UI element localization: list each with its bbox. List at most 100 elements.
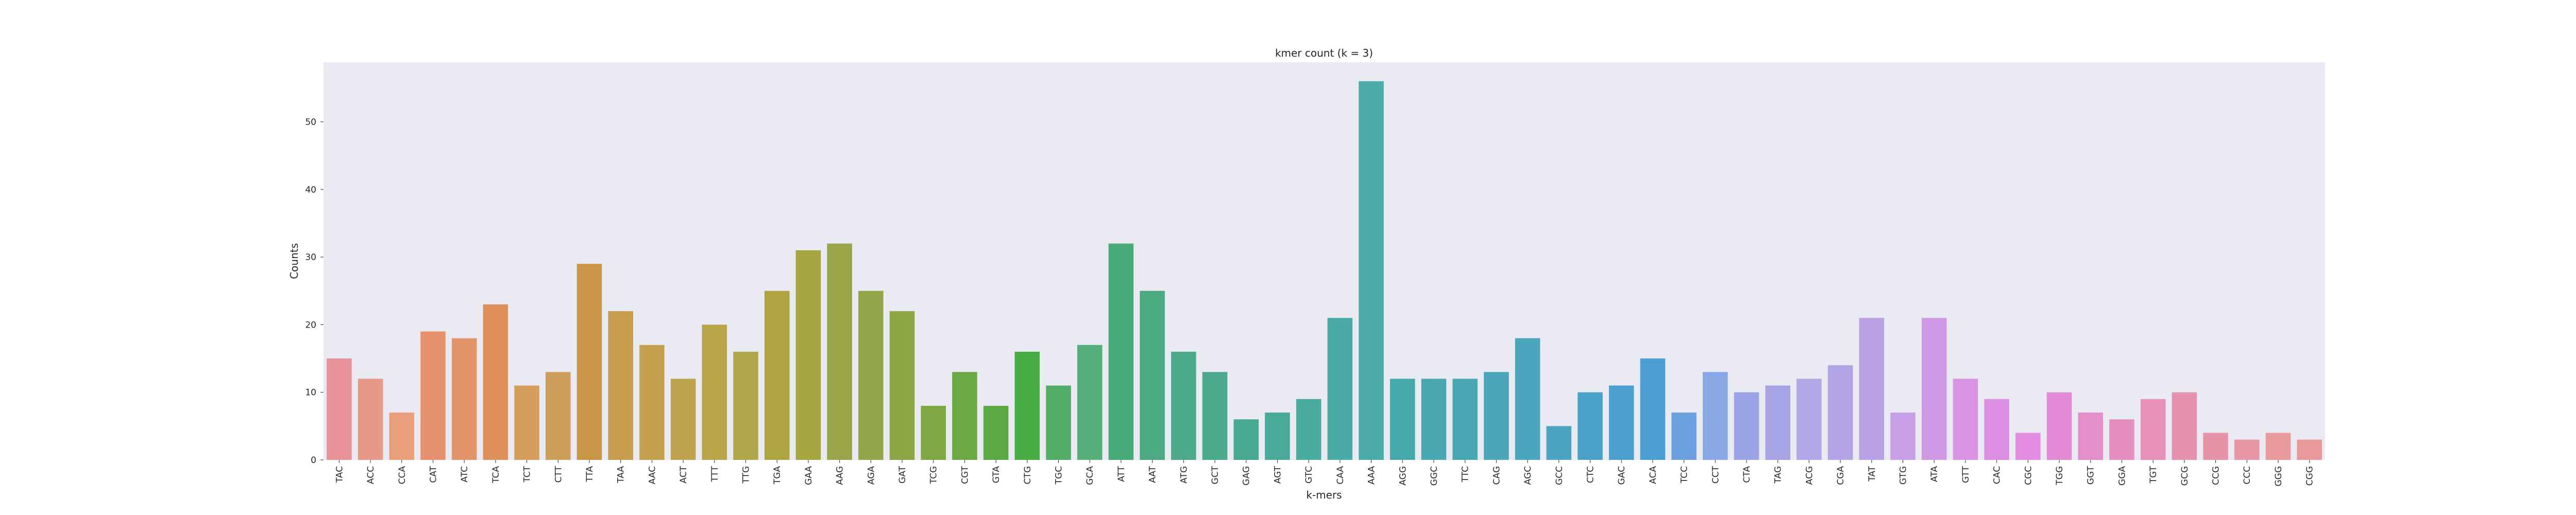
x-tick-label: GCC	[1554, 466, 1565, 485]
bar-taa	[608, 311, 633, 460]
x-tick-label: GTA	[991, 466, 1002, 484]
bar-cgt	[952, 372, 977, 460]
x-tick-label: TAT	[1867, 466, 1877, 482]
x-tick-label: GCA	[1085, 466, 1095, 485]
bar-cta	[1734, 392, 1759, 460]
y-tick-label: 0	[311, 455, 316, 466]
bar-cgc	[2015, 433, 2041, 460]
bar-att	[1108, 243, 1134, 460]
x-tick-label: GGA	[2117, 466, 2127, 486]
x-tick-label: GGT	[2086, 466, 2096, 485]
bar-agt	[1265, 413, 1290, 460]
bar-ccg	[2203, 433, 2228, 460]
bar-aac	[639, 345, 665, 460]
x-tick-label: TCT	[522, 466, 533, 483]
x-tick-label: ACT	[679, 466, 689, 483]
x-tick-label: AAT	[1148, 466, 1158, 483]
bar-acg	[1797, 379, 1822, 460]
bar-tgc	[1046, 385, 1071, 460]
x-tick-label: GTG	[1899, 466, 1909, 485]
x-tick-label: CGT	[960, 466, 970, 484]
x-axis-ticks: TAC ACC CCA CAT ATC TCA TCT CTT TTA TAA AAC ACT TTT T…	[334, 460, 2315, 487]
x-tick-label: TCA	[491, 466, 501, 484]
x-tick-label: GCT	[1210, 466, 1221, 484]
x-tick-label: GAA	[804, 466, 814, 485]
x-tick-label: ATT	[1116, 466, 1127, 482]
bar-gga	[2109, 419, 2134, 460]
bar-tat	[1859, 318, 1885, 460]
x-tick-label: TCG	[929, 466, 939, 484]
x-tick-label: CAT	[428, 466, 438, 483]
x-tick-label: AAG	[835, 466, 845, 485]
x-tick-label: CCT	[1710, 466, 1721, 484]
y-tick-label: 40	[305, 185, 316, 195]
x-tick-label: TAA	[616, 466, 626, 484]
x-tick-label: CTA	[1742, 466, 1752, 483]
bar-agg	[1389, 379, 1415, 460]
x-axis-title: k-mers	[1306, 489, 1342, 501]
bar-ttg	[733, 351, 758, 460]
x-tick-label: CGG	[2305, 466, 2315, 486]
chart-title: kmer count (k = 3)	[1275, 47, 1373, 59]
bar-tct	[514, 385, 539, 460]
bar-gat	[889, 311, 915, 460]
x-tick-label: GAT	[897, 466, 908, 483]
bar-tcc	[1671, 413, 1697, 460]
x-tick-label: CAG	[1492, 466, 1502, 485]
bar-atc	[451, 338, 477, 460]
bar-cca	[389, 413, 415, 460]
bar-ttt	[702, 324, 727, 460]
x-tick-label: AGT	[1273, 466, 1283, 484]
x-tick-label: CAC	[1992, 466, 2003, 484]
x-tick-label: ACC	[366, 466, 376, 484]
bar-agc	[1515, 338, 1540, 460]
y-tick-label: 50	[305, 117, 316, 128]
x-tick-label: GAG	[1242, 466, 1252, 486]
bar-aga	[858, 290, 884, 460]
bar-act	[670, 379, 696, 460]
bar-ctt	[545, 372, 571, 460]
bar-ttc	[1452, 379, 1478, 460]
x-tick-label: TGG	[2055, 466, 2065, 486]
bar-ggc	[1421, 379, 1447, 460]
x-tick-label: GTT	[1961, 466, 1971, 483]
x-tick-label: AAC	[647, 466, 657, 484]
x-tick-label: TTG	[741, 466, 751, 484]
bar-ggg	[2265, 433, 2291, 460]
bar-gtg	[1890, 413, 1916, 460]
bar-tgt	[2140, 399, 2166, 460]
x-tick-label: CTC	[1585, 466, 1596, 483]
x-tick-label: CTG	[1023, 466, 1033, 484]
bar-tag	[1765, 385, 1790, 460]
bar-aag	[827, 243, 852, 460]
x-tick-label: CTT	[553, 466, 564, 483]
x-tick-label: ATA	[1929, 466, 1940, 482]
bar-gcc	[1546, 426, 1572, 460]
x-tick-label: ATC	[460, 466, 470, 483]
x-tick-label: TGT	[2148, 466, 2159, 484]
x-tick-label: CCG	[2211, 466, 2222, 485]
x-tick-label: CGC	[2023, 466, 2033, 485]
bar-tcg	[921, 405, 946, 460]
x-tick-label: CCC	[2242, 466, 2252, 485]
bar-tgg	[2046, 392, 2072, 460]
bar-acc	[358, 379, 383, 460]
bar-aca	[1640, 358, 1666, 460]
x-tick-label: TAG	[1773, 466, 1784, 484]
x-tick-label: ACG	[1804, 466, 1815, 485]
y-tick-label: 10	[305, 388, 316, 398]
x-tick-label: ACA	[1648, 466, 1658, 484]
y-tick-label: 20	[305, 320, 316, 330]
y-tick-label: 30	[305, 252, 316, 263]
bar-ctg	[1014, 351, 1040, 460]
x-tick-label: ATG	[1179, 466, 1189, 484]
x-tick-label: TGC	[1054, 466, 1064, 485]
x-tick-label: GGG	[2274, 466, 2284, 487]
y-axis-title: Counts	[288, 243, 300, 279]
x-tick-label: AGG	[1398, 466, 1408, 486]
x-tick-label: CGA	[1836, 466, 1846, 485]
bar-caa	[1327, 318, 1353, 460]
x-tick-label: AAA	[1367, 466, 1377, 485]
bar-tta	[577, 264, 602, 460]
